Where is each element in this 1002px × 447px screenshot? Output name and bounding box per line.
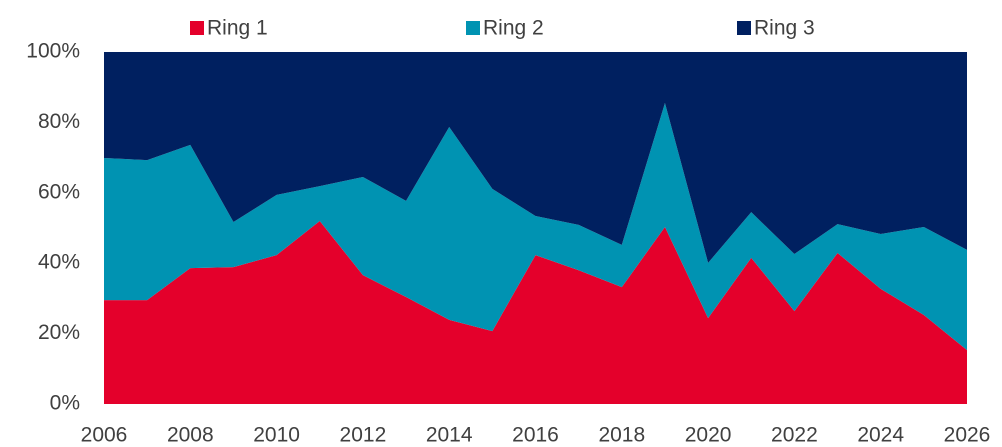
x-tick-label: 2006	[81, 424, 128, 447]
y-tick-label: 40%	[38, 251, 80, 274]
x-tick-label: 2018	[598, 424, 645, 447]
y-tick-label: 20%	[38, 321, 80, 344]
x-tick-label: 2014	[426, 424, 473, 447]
x-tick-label: 2008	[167, 424, 214, 447]
legend-swatch	[190, 21, 204, 35]
legend-label: Ring 1	[207, 17, 268, 40]
x-tick-label: 2016	[512, 424, 559, 447]
area	[104, 220, 967, 404]
legend-label: Ring 2	[483, 17, 544, 40]
x-tick-label: 2010	[253, 424, 300, 447]
x-tick-label: 2026	[944, 424, 991, 447]
area	[104, 103, 967, 351]
area	[104, 52, 967, 263]
legend-label: Ring 3	[754, 17, 815, 40]
x-tick-label: 2012	[340, 424, 387, 447]
x-tick-label: 2020	[685, 424, 732, 447]
legend-swatch	[737, 21, 751, 35]
x-tick-label: 2022	[771, 424, 818, 447]
y-tick-label: 100%	[26, 40, 80, 63]
y-tick-label: 80%	[38, 110, 80, 133]
y-tick-label: 60%	[38, 180, 80, 203]
legend-swatch	[466, 21, 480, 35]
x-tick-label: 2024	[857, 424, 904, 447]
y-tick-label: 0%	[50, 392, 80, 415]
